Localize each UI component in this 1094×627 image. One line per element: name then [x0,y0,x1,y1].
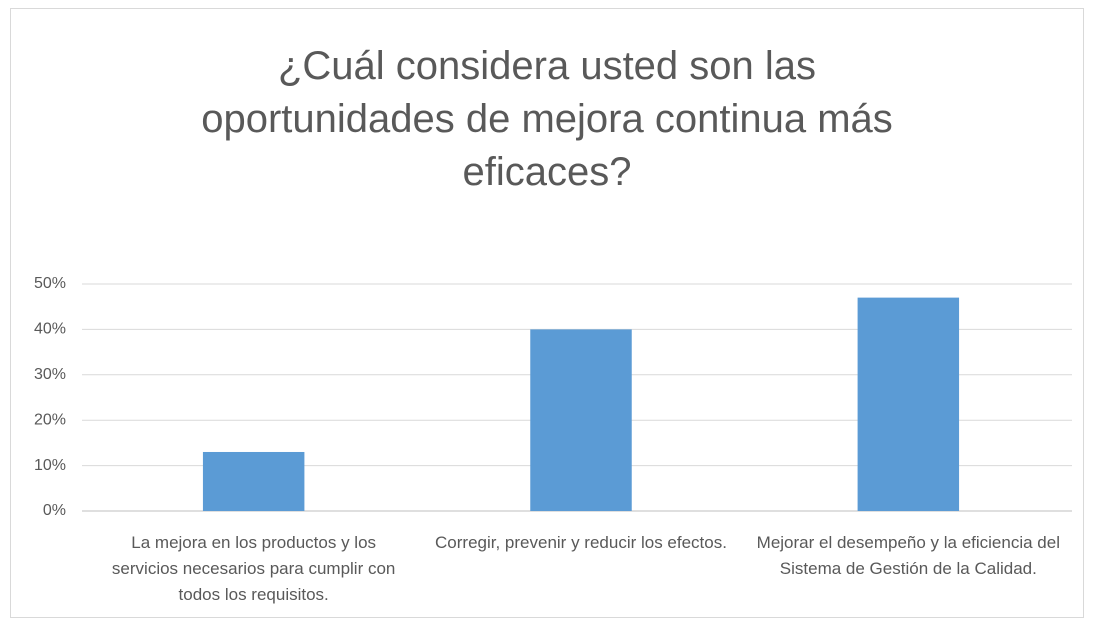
chart-title: ¿Cuál considera usted son las oportunida… [201,44,893,194]
y-tick-label: 50% [34,275,66,292]
y-tick-label: 10% [34,457,66,474]
y-tick-label: 30% [34,366,66,383]
y-tick-label: 20% [34,411,66,428]
y-tick-label: 0% [43,502,66,519]
bar [202,451,305,511]
x-tick-label: Corregir, prevenir y reducir los efectos… [435,533,727,552]
chart-frame [10,8,1084,618]
bar [530,329,632,511]
bar [857,297,960,511]
x-tick-label: Mejorar el desempeño y la eficiencia del… [756,533,1060,578]
y-tick-label: 40% [34,321,66,338]
x-tick-label: La mejora en los productos y los servici… [111,533,396,604]
